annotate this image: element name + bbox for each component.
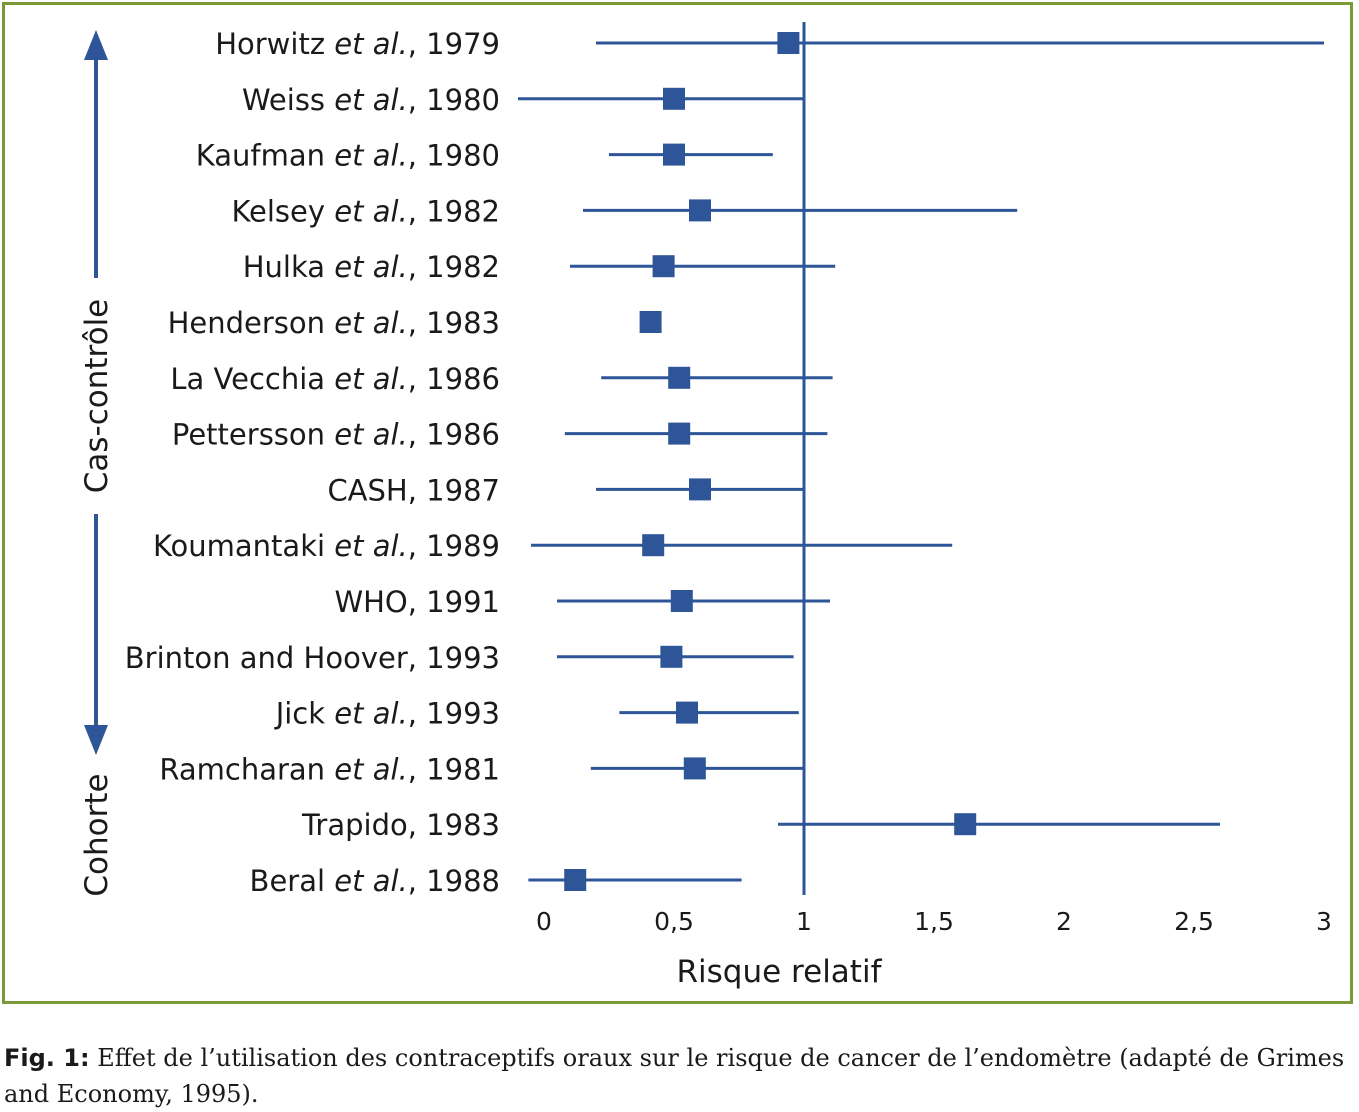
study-year: , 1988: [408, 864, 500, 898]
study-author: Kelsey: [231, 194, 334, 228]
rr-marker: [663, 87, 685, 110]
study-year: , 1979: [408, 27, 500, 61]
study-label: Kelsey et al., 1982: [231, 194, 500, 228]
study-author: Koumantaki: [153, 529, 334, 563]
study-year: , 1982: [408, 250, 500, 284]
rr-marker: [642, 534, 665, 557]
study-etal: et al.: [334, 139, 407, 173]
figure-frame: [2, 2, 1353, 1004]
rr-marker: [660, 645, 683, 668]
x-tick-label: 0: [536, 907, 552, 936]
x-tick-label: 1,5: [914, 907, 954, 936]
figure-caption: Fig. 1: Effet de l’utilisation des contr…: [4, 1040, 1354, 1112]
study-author: CASH: [327, 473, 407, 507]
study-label: Henderson et al., 1983: [168, 306, 500, 340]
study-label: Hulka et al., 1982: [243, 250, 500, 284]
rr-marker: [668, 422, 691, 445]
study-author: Kaufman: [196, 139, 335, 173]
study-label: Koumantaki et al., 1989: [153, 529, 500, 563]
arrow-down-head: [84, 725, 108, 755]
rr-marker: [670, 590, 693, 612]
study-etal: et al.: [334, 697, 407, 731]
x-tick-label: 0,5: [654, 907, 694, 936]
study-label: CASH, 1987: [327, 473, 500, 507]
study-year: , 1981: [408, 752, 500, 786]
study-label: Jick et al., 1993: [274, 697, 500, 731]
rr-marker: [668, 366, 691, 389]
study-year: , 1986: [408, 418, 500, 452]
study-author: Weiss: [242, 83, 334, 117]
study-label: Ramcharan et al., 1981: [159, 752, 500, 786]
study-label: Kaufman et al., 1980: [196, 139, 500, 173]
group-label-case-control: Cas-contrôle: [79, 299, 115, 494]
study-author: Pettersson: [172, 418, 334, 452]
study-year: , 1989: [408, 529, 500, 563]
study-author: Beral: [250, 864, 335, 898]
study-year: , 1991: [408, 585, 500, 619]
study-label: Beral et al., 1988: [250, 864, 500, 898]
study-etal: et al.: [334, 752, 407, 786]
rr-marker: [676, 701, 698, 724]
rr-marker: [663, 143, 685, 166]
study-label: WHO, 1991: [334, 585, 500, 619]
study-year: , 1993: [408, 697, 500, 731]
study-label: Pettersson et al., 1986: [172, 418, 500, 452]
study-year: , 1987: [408, 473, 500, 507]
study-author: Jick: [274, 697, 335, 731]
study-author: Trapido: [301, 808, 408, 842]
study-etal: et al.: [334, 250, 407, 284]
figure-label: Fig. 1:: [4, 1044, 90, 1072]
rr-marker: [954, 813, 977, 836]
study-year: , 1980: [408, 83, 500, 117]
study-author: La Vecchia: [170, 362, 334, 396]
study-etal: et al.: [334, 362, 407, 396]
study-year: , 1983: [408, 808, 500, 842]
study-etal: et al.: [334, 529, 407, 563]
study-etal: et al.: [334, 306, 407, 340]
study-label: Weiss et al., 1980: [242, 83, 500, 117]
x-tick-label: 3: [1316, 907, 1332, 936]
caption-text: Effet de l’utilisation des contraceptifs…: [4, 1044, 1345, 1108]
arrow-up-head: [84, 30, 108, 60]
study-year: , 1982: [408, 194, 500, 228]
rr-marker: [564, 869, 587, 891]
study-etal: et al.: [334, 194, 407, 228]
rr-marker: [652, 255, 675, 278]
study-author: WHO: [334, 585, 407, 619]
study-label: Brinton and Hoover, 1993: [125, 641, 500, 675]
study-label: Horwitz et al., 1979: [215, 27, 500, 61]
rr-marker: [689, 199, 711, 222]
study-author: Ramcharan: [159, 752, 334, 786]
study-author: Horwitz: [215, 27, 334, 61]
study-year: , 1980: [408, 139, 500, 173]
rr-marker: [639, 311, 662, 333]
study-label: Trapido, 1983: [301, 808, 500, 842]
study-author: Hulka: [243, 250, 335, 284]
study-etal: et al.: [334, 864, 407, 898]
study-label: La Vecchia et al., 1986: [170, 362, 500, 396]
study-year: , 1993: [408, 641, 500, 675]
study-etal: et al.: [334, 418, 407, 452]
rr-marker: [689, 478, 711, 501]
x-axis-title: Risque relatif: [677, 954, 883, 990]
x-tick-label: 2: [1056, 907, 1072, 936]
study-author: Henderson: [168, 306, 335, 340]
x-tick-label: 1: [796, 907, 812, 936]
group-label-cohort: Cohorte: [79, 773, 115, 896]
study-etal: et al.: [334, 83, 407, 117]
study-year: , 1986: [408, 362, 500, 396]
rr-marker: [777, 32, 800, 54]
rr-marker: [683, 757, 706, 780]
x-tick-label: 2,5: [1174, 907, 1214, 936]
study-author: Brinton and Hoover: [125, 641, 408, 675]
study-etal: et al.: [334, 27, 407, 61]
study-year: , 1983: [408, 306, 500, 340]
